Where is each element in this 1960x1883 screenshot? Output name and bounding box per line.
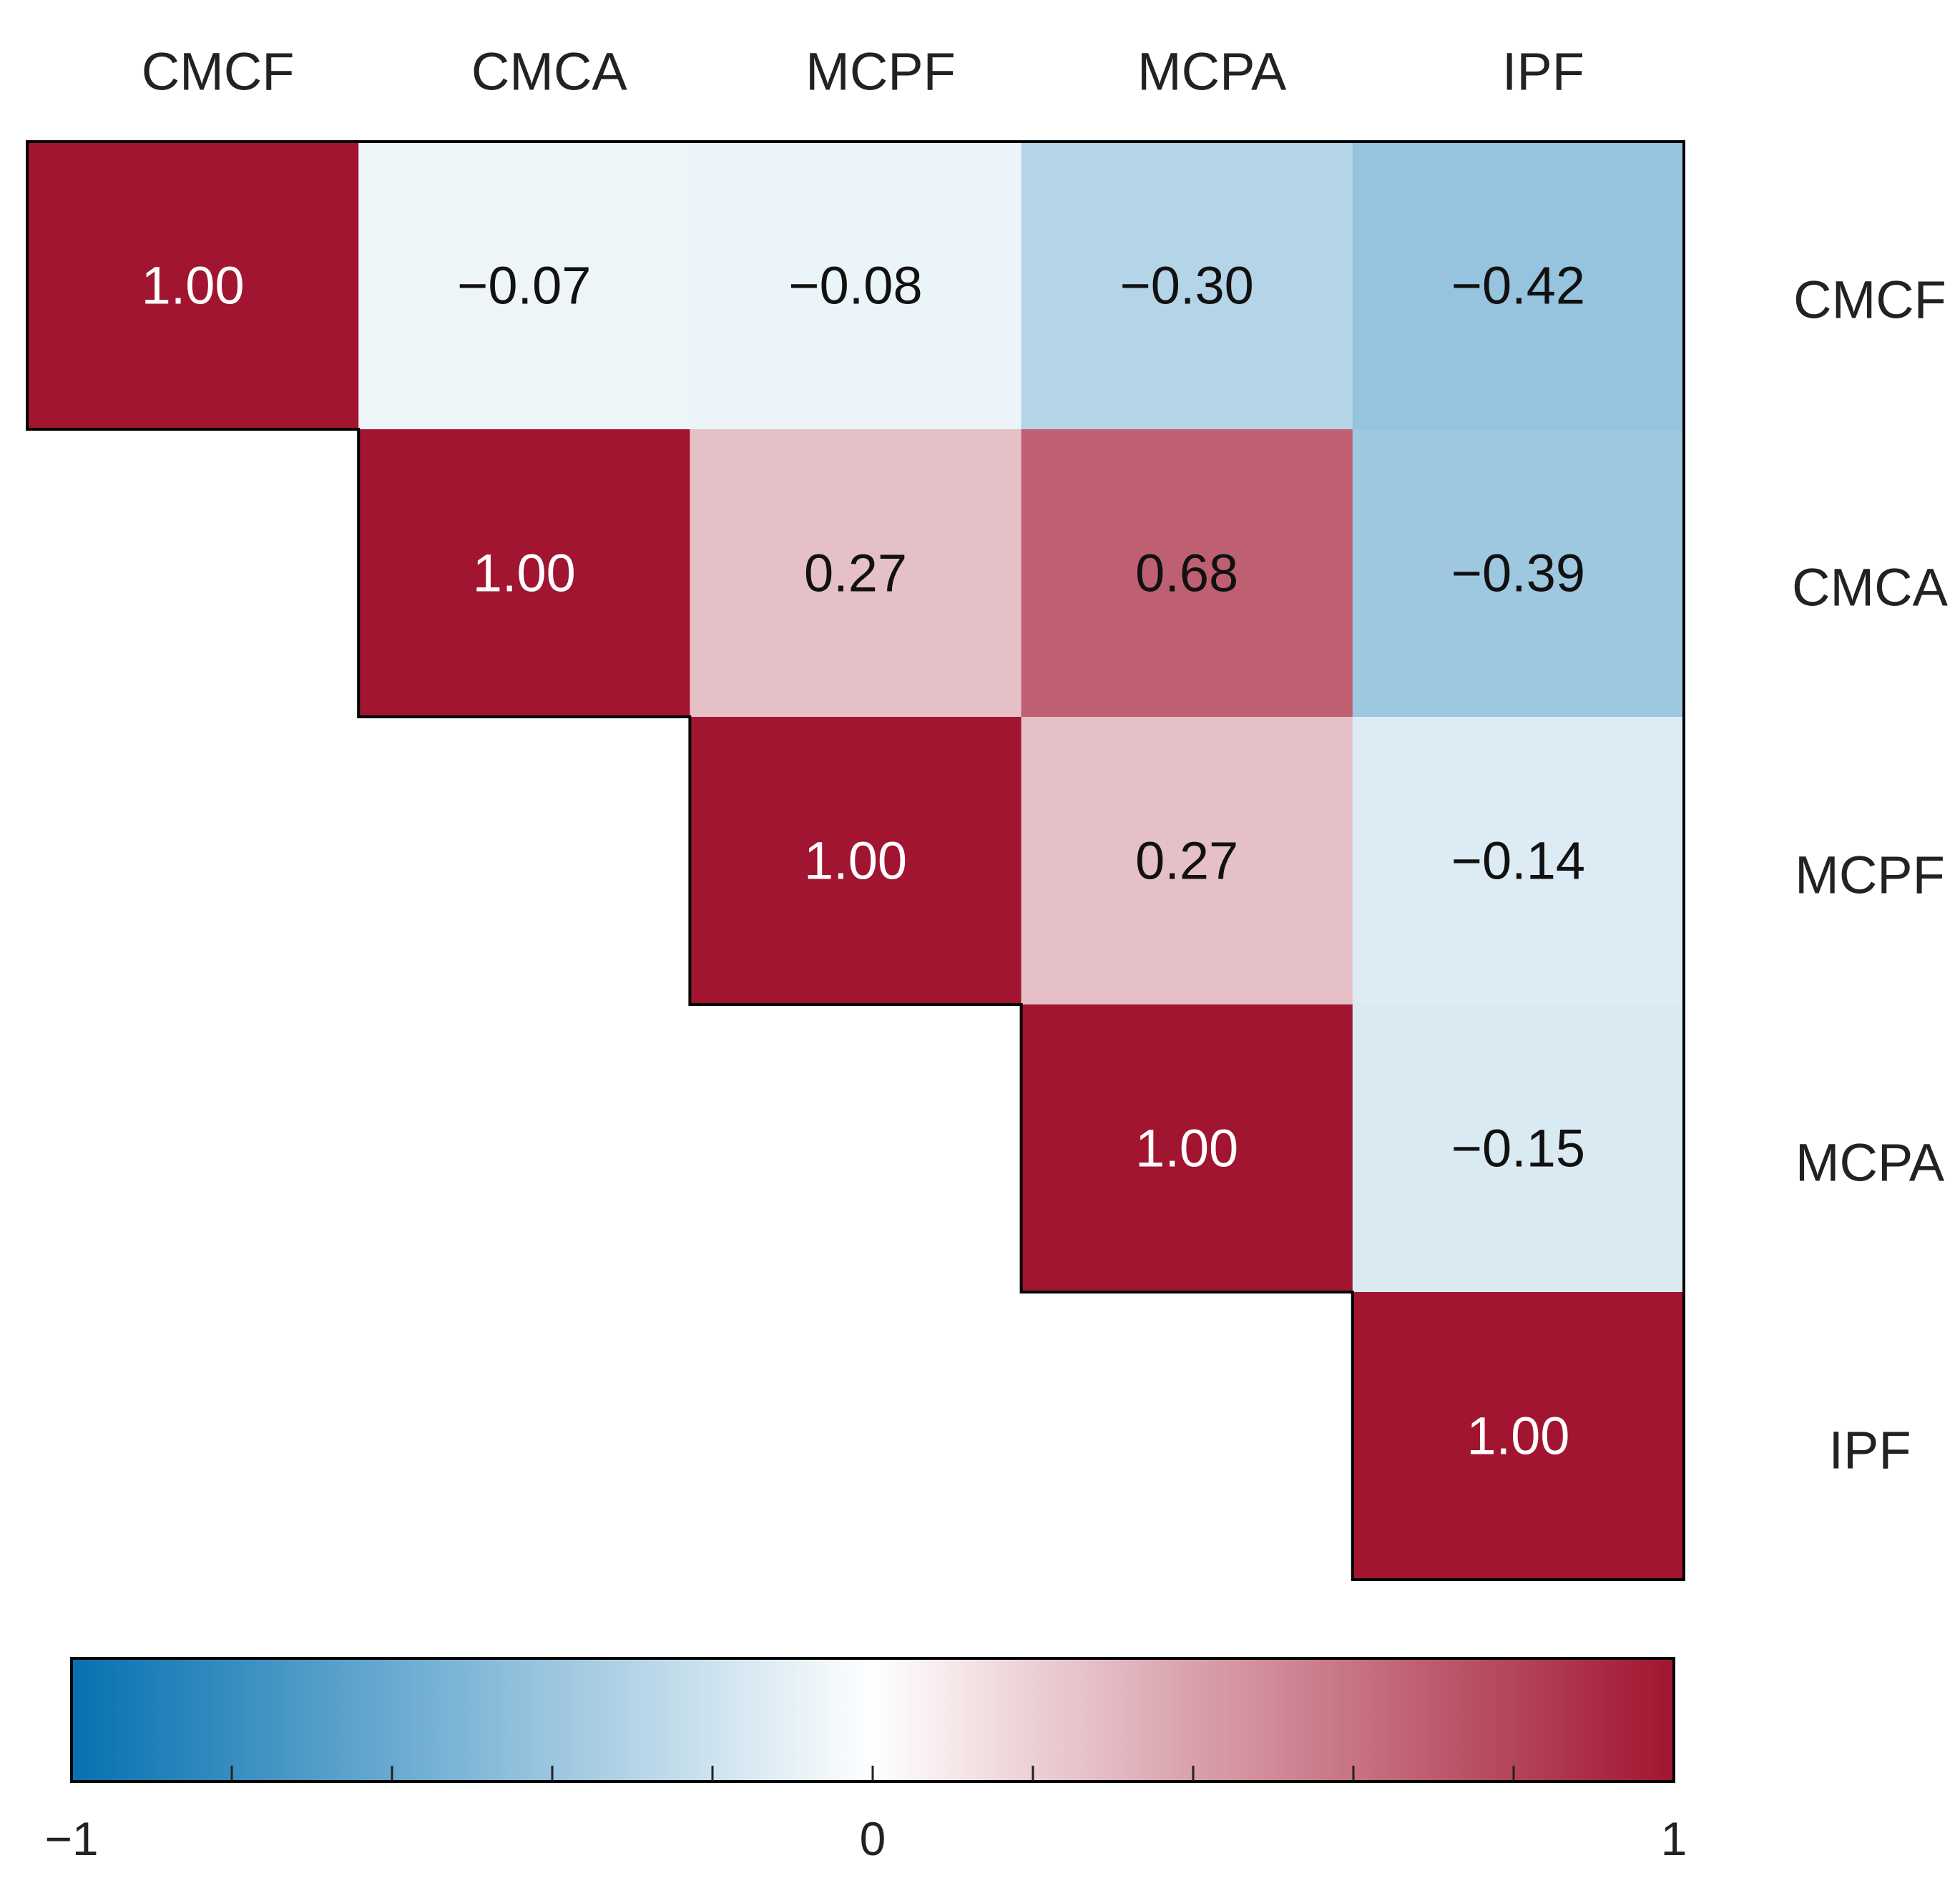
cell-value-label: −0.14 [1451, 831, 1585, 891]
top-axis-labels: CMCF CMCA MCPF MCPA IPF [142, 42, 1584, 102]
cell-value-label: −0.15 [1451, 1119, 1585, 1178]
heatmap-cell-cmcf-cmca [358, 142, 691, 430]
cell-value-label: −0.08 [788, 256, 922, 316]
cell-value-label: 1.00 [142, 256, 245, 316]
cell-value-label: −0.42 [1451, 256, 1585, 316]
colorbar-gradient [70, 1657, 1675, 1783]
cell-value-label: 1.00 [1135, 1119, 1238, 1178]
heatmap-cell-cmca-cmca [358, 429, 691, 718]
top-axis-label-ipf: IPF [1502, 42, 1584, 102]
top-axis-label-mcpa: MCPA [1137, 42, 1287, 102]
heatmap-cells [27, 142, 1685, 1580]
heatmap-cell-cmca-ipf [1352, 429, 1685, 718]
heatmap-cell-mcpf-ipf [1352, 717, 1685, 1005]
heatmap-cell-mcpa-mcpa [1021, 1004, 1353, 1293]
cell-value-label: 0.68 [1135, 544, 1238, 603]
cell-value-label: −0.07 [457, 256, 591, 316]
heatmap-cell-mcpf-mcpa [1021, 717, 1353, 1005]
cell-value-label: 1.00 [804, 831, 907, 891]
cell-value-label: 1.00 [473, 544, 576, 603]
colorbar: −1 0 1 [44, 1657, 1687, 1865]
right-axis-label-mcpf: MCPF [1795, 846, 1945, 905]
top-axis-label-mcpf: MCPF [805, 42, 956, 102]
cell-value-label: 0.27 [804, 544, 907, 603]
heatmap-cell-labels: 1.00 −0.07 −0.08 −0.30 −0.42 1.00 0.27 0.68 −0.3… [142, 256, 1585, 1466]
colorbar-tick-label: 1 [1661, 1812, 1687, 1865]
cell-value-label: 0.27 [1135, 831, 1238, 891]
heatmap-cell-mcpa-ipf [1352, 1004, 1685, 1293]
right-axis-label-cmca: CMCA [1792, 558, 1949, 617]
right-axis-label-mcpa: MCPA [1795, 1133, 1945, 1193]
heatmap-cell-ipf-ipf [1352, 1292, 1685, 1580]
heatmap-cell-cmcf-mcpf [690, 142, 1022, 430]
top-axis-label-cmcf: CMCF [142, 42, 295, 102]
heatmap-cell-cmcf-ipf [1352, 142, 1685, 430]
heatmap-cell-cmcf-mcpa [1021, 142, 1353, 430]
heatmap-outline [26, 140, 1685, 1581]
heatmap-cell-cmcf-cmcf [27, 142, 359, 430]
colorbar-tick-label: 0 [860, 1812, 886, 1865]
heatmap-cell-mcpf-mcpf [690, 717, 1022, 1005]
top-axis-label-cmca: CMCA [471, 42, 628, 102]
heatmap-cell-cmca-mcpf [690, 429, 1022, 718]
right-axis-labels: CMCF CMCA MCPF MCPA IPF [1792, 270, 1949, 1480]
cell-value-label: −0.30 [1120, 256, 1254, 316]
right-axis-label-ipf: IPF [1828, 1421, 1911, 1480]
right-axis-label-cmcf: CMCF [1793, 270, 1946, 330]
heatmap-cell-cmca-mcpa [1021, 429, 1353, 718]
cell-value-label: −0.39 [1451, 544, 1585, 603]
cell-value-label: 1.00 [1466, 1407, 1569, 1466]
colorbar-tick-label: −1 [44, 1812, 98, 1865]
